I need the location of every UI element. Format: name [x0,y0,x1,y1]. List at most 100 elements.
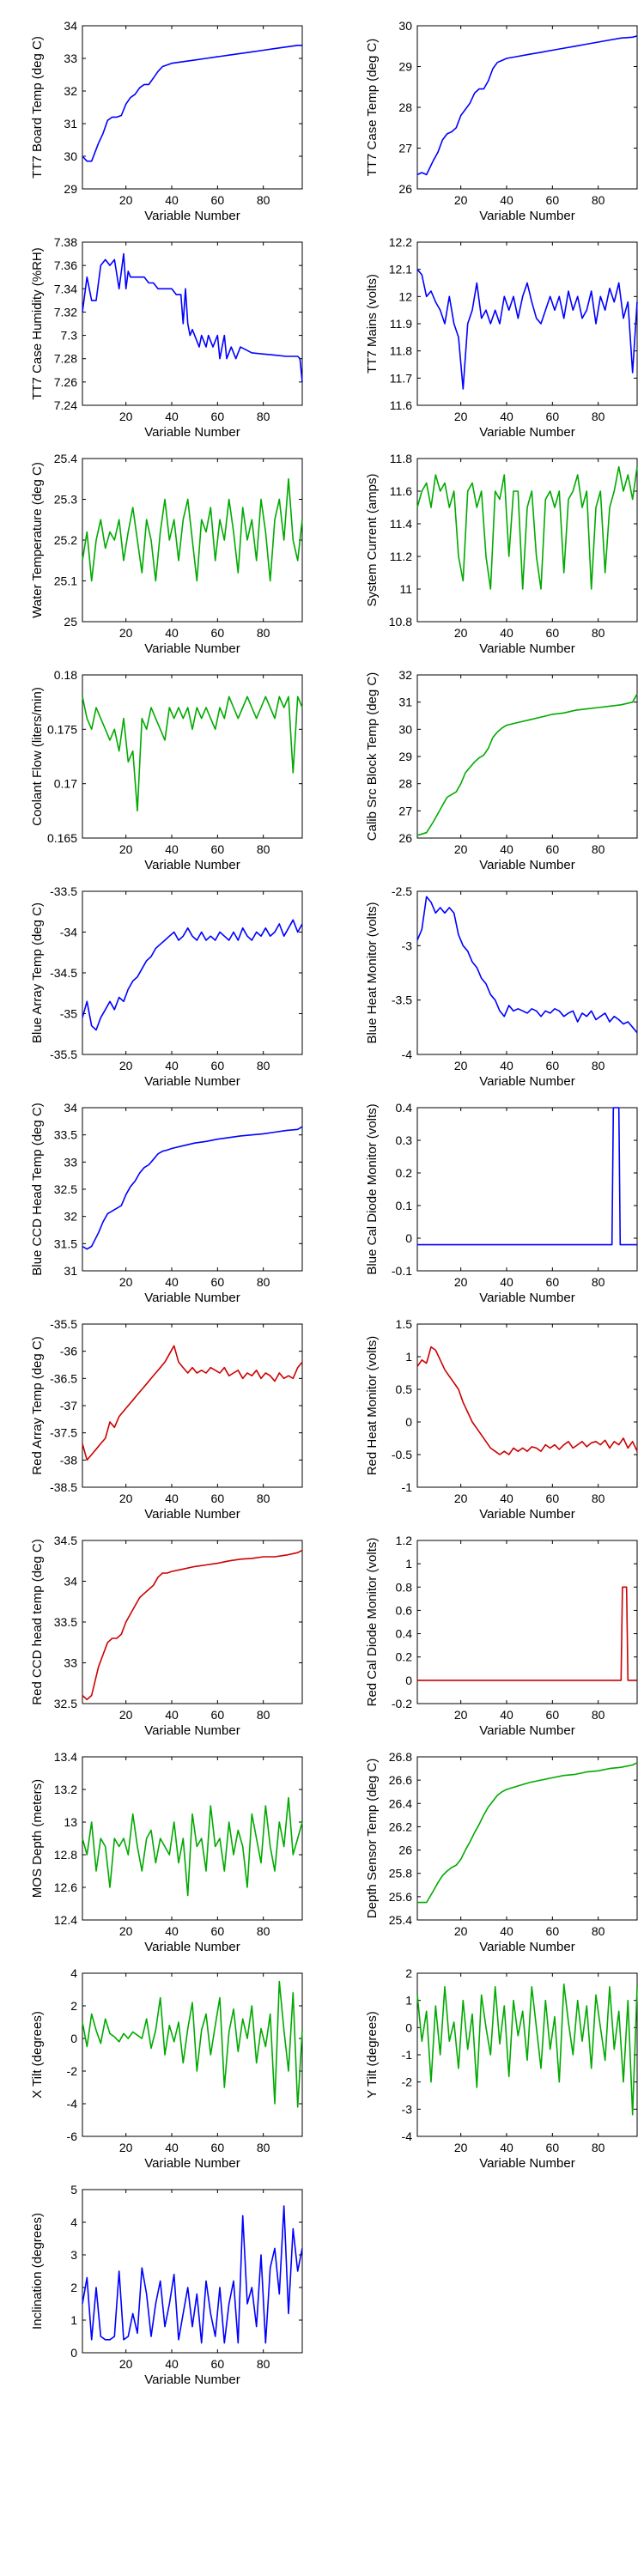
x-tick-label: 20 [119,2357,133,2371]
series-line [417,1762,638,1904]
y-tick-label: 28 [398,100,412,114]
y-tick-label: -2 [67,2064,78,2078]
x-axis-label: Variable Number [479,1074,574,1089]
series-line [82,919,303,1031]
x-tick-label: 80 [592,2141,605,2154]
chart-18: 25.4 25.6 25.8 26 26.2 26.4 26.6 26.8 20 40 60 80 Va… [365,1750,638,1954]
y-tick-label: 34 [64,1575,77,1589]
x-tick-label: 60 [211,193,225,207]
x-tick-label: 80 [592,1059,605,1072]
y-tick-label: 26.6 [389,1773,412,1787]
y-tick-label: 26.4 [389,1796,412,1810]
y-tick-label: 0 [405,1674,412,1687]
y-tick-label: -0.1 [392,1264,412,1278]
x-tick-label: 20 [119,410,133,423]
y-axis-label: TT7 Mains (volts) [365,274,380,374]
plot-frame [416,241,638,406]
chart-11: 31 31.5 32 32.5 33 33.5 34 20 40 60 80 Variable Num… [30,1101,303,1305]
y-axis-label: TT7 Case Temp (deg C) [365,39,380,177]
chart-4: 11.6 11.7 11.8 11.9 12 12.1 12.2 20 40 60 80 Variab… [365,235,638,440]
x-tick-label: 80 [592,1708,605,1722]
x-tick-label: 60 [211,1059,225,1072]
x-tick-label: 40 [165,2141,179,2154]
series-line [82,1549,303,1701]
x-tick-label: 80 [592,626,605,640]
x-tick-label: 60 [211,626,225,640]
x-tick-label: 60 [546,626,560,640]
x-axis-label: Variable Number [144,2372,240,2387]
x-axis-label: Variable Number [479,1723,574,1738]
x-tick-label: 20 [119,626,133,640]
chart-8: 26 27 28 29 30 31 32 20 40 60 80 Variable Number Cal… [365,668,638,872]
y-tick-label: 0 [70,2032,77,2045]
y-tick-label: 26 [398,1844,412,1857]
x-tick-label: 20 [119,1924,133,1938]
y-axis-label: Blue Array Temp (deg C) [30,902,45,1043]
y-tick-label: -3.5 [392,993,412,1007]
x-tick-label: 20 [454,1924,468,1938]
chart-20: -4 -3 -2 -1 0 1 2 20 40 60 80 Variable Number Y Tilt… [365,1966,638,2171]
y-tick-label: -35.5 [50,1048,77,1061]
x-axis-label: Variable Number [479,2156,574,2171]
chart-16: -0.2 0 0.2 0.4 0.6 0.8 1 1.2 20 40 60 80 Variable Nu… [365,1534,638,1738]
series-line [82,1796,303,1897]
y-tick-label: 0 [70,2346,77,2360]
chart-1: 29 30 31 32 33 34 20 40 60 80 Variable Number TT7 B… [30,19,303,223]
y-axis-label: Coolant Flow (liters/min) [30,687,45,826]
y-tick-label: 1 [405,1350,412,1364]
x-tick-label: 60 [546,1275,560,1289]
x-axis-label: Variable Number [144,641,240,656]
series-line [416,1983,638,2116]
plot-frame [82,2189,303,2354]
y-tick-label: 29 [398,60,412,74]
y-tick-label: 7.3 [61,329,78,343]
y-axis-label: MOS Depth (meters) [30,1779,45,1898]
series-line [82,696,303,812]
chart-7: 0.165 0.17 0.175 0.18 20 40 60 80 Variable Numbe… [30,668,303,872]
y-tick-label: -0.2 [392,1697,412,1710]
y-tick-label: 34 [64,19,77,33]
y-tick-label: 26 [398,182,412,196]
y-tick-label: 13.2 [54,1783,77,1796]
y-tick-label: 7.32 [54,305,77,319]
y-tick-label: 33 [64,1656,77,1670]
x-tick-label: 40 [165,1708,179,1722]
y-tick-label: -0.5 [392,1448,412,1461]
y-tick-label: 11.6 [390,398,412,412]
x-tick-label: 80 [257,2141,270,2154]
x-axis-label: Variable Number [144,858,240,872]
chart-2: 26 27 28 29 30 20 40 60 80 Variable Number TT7 Cas… [365,19,638,223]
y-tick-label: 1.2 [396,1534,413,1547]
y-tick-label: 34 [64,1101,77,1115]
y-tick-label: 11 [399,582,412,596]
x-tick-label: 80 [257,1924,270,1938]
y-tick-label: 33 [64,1155,77,1169]
y-tick-label: 13 [64,1815,77,1829]
y-tick-label: 0.2 [396,1166,413,1180]
y-tick-label: -36 [60,1345,77,1358]
series-line [82,1345,303,1461]
y-tick-label: 25.8 [389,1867,412,1880]
y-tick-label: 7.38 [54,235,77,249]
y-tick-label: 12.1 [389,263,412,276]
y-tick-label: 10.8 [389,615,412,629]
y-axis-label: X Tilt (degrees) [30,2011,45,2099]
x-tick-label: 40 [165,626,179,640]
x-axis-label: Variable Number [144,2156,240,2171]
x-axis-label: Variable Number [144,1291,240,1305]
y-tick-label: 28 [398,777,412,791]
x-tick-label: 20 [454,1275,468,1289]
y-tick-label: 25.2 [54,533,77,547]
x-tick-label: 20 [119,2141,133,2154]
y-tick-label: 0.8 [396,1580,413,1594]
y-tick-label: 7.28 [54,352,77,366]
y-axis-label: TT7 Board Temp (deg C) [30,36,45,179]
y-tick-label: -3 [402,2102,413,2116]
chart-10: -4 -3.5 -3 -2.5 20 40 60 80 Variable Number Blue … [365,884,638,1089]
x-tick-label: 40 [165,193,179,207]
series-line [416,269,638,390]
x-tick-label: 40 [165,1924,179,1938]
x-axis-label: Variable Number [479,858,574,872]
y-tick-label: 31.5 [54,1236,77,1250]
x-tick-label: 20 [119,1059,133,1072]
